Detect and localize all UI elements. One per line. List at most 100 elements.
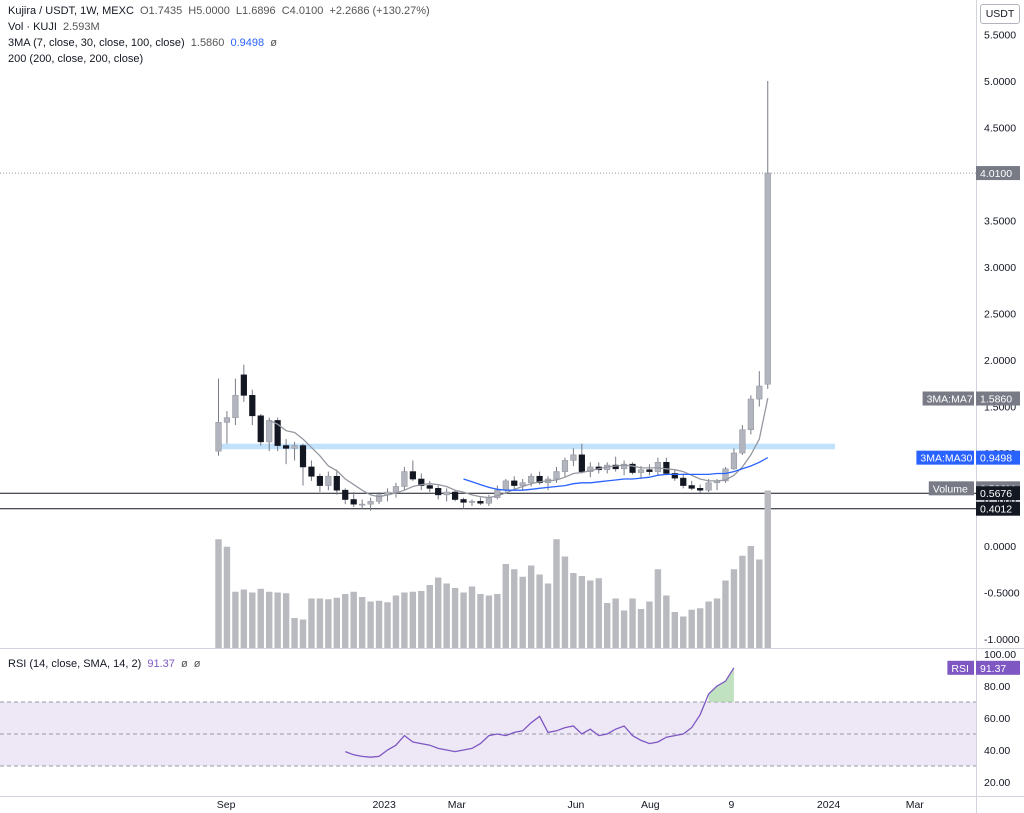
legend-ma[interactable]: 3MA (7, close, 30, close, 100, close) 1.… — [8, 36, 280, 50]
candle — [291, 441, 298, 461]
time-tick-label: 2023 — [372, 799, 396, 811]
rsi-tick-label: 20.00 — [984, 777, 1010, 789]
volume-bar — [435, 577, 442, 648]
ma30-tag-value-box — [976, 450, 1020, 465]
rsi-tag-label-box — [947, 660, 974, 675]
candle-body-down — [426, 485, 433, 489]
ma7-line — [268, 397, 769, 499]
candle — [232, 378, 239, 426]
rsi-tick-label: 80.00 — [984, 681, 1010, 693]
time-axis[interactable]: Sep 2023 Mar Jun Aug 9 2024 Mar — [217, 799, 925, 811]
legend-symbol: Kujira / USDT, 1W, MEXC — [8, 5, 134, 17]
price-tick-label: 2.5000 — [984, 309, 1016, 321]
candle — [680, 473, 687, 489]
volume-bar — [739, 555, 746, 648]
ma7-tag-label: 3MA:MA7 — [927, 394, 973, 406]
volume-bar — [705, 601, 712, 648]
candle-body-up — [468, 501, 476, 503]
candle-body-down — [629, 463, 636, 473]
candle — [477, 497, 484, 506]
volume-bar — [511, 569, 518, 648]
candle-body-up — [730, 452, 738, 470]
legend-rsi[interactable]: RSI (14, close, SMA, 14, 2) 91.37 ø ø — [8, 657, 203, 671]
candle — [561, 457, 569, 478]
volume-bar — [282, 593, 290, 648]
volume-bar — [654, 569, 662, 648]
volume-bar — [578, 576, 586, 648]
volume-bar — [426, 585, 433, 648]
candle-body-up — [528, 475, 535, 484]
level1-tag: 0.5676 — [976, 486, 1020, 501]
legend-ma200[interactable]: 200 (200, close, 200, close) — [8, 52, 146, 66]
candle — [519, 479, 526, 491]
candle-body-down — [240, 374, 247, 396]
candle-body-up — [232, 395, 239, 418]
volume-bar — [646, 601, 653, 648]
volume-bar — [266, 591, 273, 648]
rsi-overbought-fill — [708, 667, 734, 702]
candle-body-down — [308, 466, 315, 477]
candle-body-up — [553, 471, 560, 480]
time-tick-label: Aug — [641, 799, 660, 811]
candle-body-down — [342, 489, 349, 500]
candle — [274, 417, 281, 452]
price-tick-label: 4.5000 — [984, 123, 1016, 135]
legend-volume[interactable]: Vol · KUJI 2.593M — [8, 20, 103, 34]
volume-bar — [612, 598, 619, 648]
candle — [299, 443, 307, 486]
time-tick-label: 9 — [728, 799, 734, 811]
level2-tag-value: 0.4012 — [980, 504, 1012, 516]
volume-bar — [291, 618, 298, 648]
price-tick-label: 0.0000 — [984, 541, 1016, 553]
volume-bar — [587, 580, 594, 648]
candle — [426, 480, 433, 493]
candle — [460, 497, 467, 509]
candle-body-down — [536, 475, 543, 484]
candle — [570, 448, 577, 467]
candle-body-up — [705, 482, 712, 491]
candle-body-up — [291, 445, 298, 449]
level1-tag-value-box — [976, 486, 1020, 501]
volume-bar — [325, 599, 332, 648]
volume-bar — [637, 609, 645, 648]
last-price-tag-value-box — [976, 166, 1020, 181]
ma7-tag-value-box — [976, 391, 1020, 406]
volume-bar — [680, 616, 687, 648]
volume-bar — [553, 539, 560, 648]
volume-bar — [257, 588, 264, 648]
candle-body-down — [646, 469, 653, 472]
volume-bar — [485, 595, 493, 648]
volume-bar — [367, 601, 374, 648]
volume-bar — [494, 594, 501, 648]
volume-bar — [502, 564, 509, 648]
volume-bar — [595, 578, 602, 648]
candle — [325, 471, 332, 491]
time-tick-label: Jun — [567, 799, 584, 811]
candle-body-down — [688, 485, 695, 489]
candle-body-down — [451, 491, 459, 500]
candle — [646, 464, 653, 476]
legend-ohlc[interactable]: Kujira / USDT, 1W, MEXC O1.7435 H5.0000 … — [8, 4, 433, 18]
volume-bar — [604, 603, 611, 648]
support-band-rect — [218, 443, 835, 450]
candle — [671, 469, 678, 481]
price-axis[interactable]: 5.50005.00004.50004.00003.50003.00002.50… — [984, 30, 1020, 790]
volume-bar — [308, 598, 315, 648]
ma30-tag: 3MA:MA30 0.9498 — [916, 450, 1020, 465]
rsi-tag: RSI 91.37 — [947, 660, 1020, 675]
candle — [451, 490, 459, 502]
ma7-tag-label-box — [922, 391, 974, 406]
time-tick-label: Mar — [448, 799, 467, 811]
currency-button[interactable]: USDT — [980, 4, 1020, 24]
price-tick-label: 5.5000 — [984, 30, 1016, 42]
legend-ma200-label: 200 (200, close, 200, close) — [8, 53, 144, 65]
rsi-tick-label: 60.00 — [984, 713, 1010, 725]
candle-body-down — [578, 454, 585, 472]
candle — [654, 457, 661, 476]
legend-high: H5.0000 — [188, 5, 230, 17]
candle — [435, 485, 442, 500]
legend-rsi-extra1: ø — [180, 658, 188, 670]
volume-tag-label: Volume — [933, 483, 968, 495]
candle — [409, 460, 416, 481]
